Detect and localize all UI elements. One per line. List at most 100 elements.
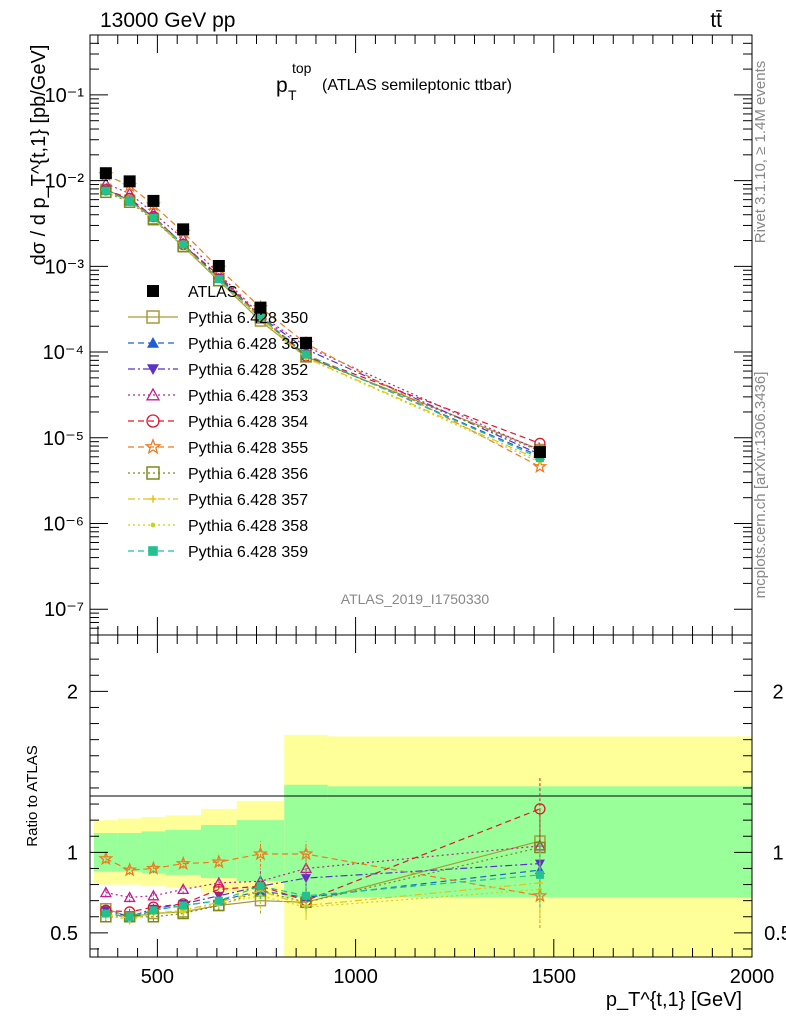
x-tick-label: 1000 [333, 966, 378, 988]
series-352 [100, 185, 545, 460]
legend-entry: Pythia 6.428 359 [128, 544, 308, 561]
legend-entry: Pythia 6.428 352 [128, 362, 308, 379]
ratio-line [105, 845, 540, 899]
legend-marker [148, 546, 158, 556]
series-351 [100, 185, 545, 461]
ratio-y-tick-label: 2 [67, 681, 78, 703]
series-line [105, 188, 541, 451]
atlas-data [99, 167, 546, 459]
ratio-line [105, 888, 540, 921]
chart-title: p [276, 74, 288, 97]
ratio-line [105, 882, 540, 920]
chart-title-rest: (ATLAS semileptonic ttbar) [322, 77, 512, 94]
legend-marker [147, 364, 159, 375]
ratio-point [298, 846, 314, 861]
y-tick-label: 10⁻³ [45, 256, 85, 278]
series-line [105, 174, 541, 468]
legend-marker [145, 387, 161, 401]
chart-title-sup: top [292, 60, 312, 76]
ratio-point [214, 896, 223, 905]
green-band [117, 833, 142, 872]
atlas-point [212, 259, 225, 272]
ratio-point [299, 862, 313, 874]
legend-label: Pythia 6.428 351 [188, 336, 308, 353]
series-358 [103, 189, 542, 465]
main-series-group [98, 166, 548, 473]
series-point [125, 196, 134, 205]
x-tick-label: 500 [141, 966, 174, 988]
ratio-point [302, 891, 311, 900]
ratio-point [147, 889, 160, 901]
ratio-point [125, 912, 134, 921]
ratio-point [213, 883, 225, 896]
ratio-point [98, 850, 114, 866]
legend-marker [146, 310, 160, 324]
x-tick-label: 2000 [730, 966, 775, 988]
series-line [105, 191, 541, 452]
header-right: tt̄ [710, 9, 722, 32]
x-tick-label: 1500 [532, 966, 577, 988]
ratio-line [105, 846, 541, 918]
y-tick-label: 10⁻⁴ [43, 342, 84, 364]
series-point [149, 213, 158, 222]
main-y-axis: 10⁻⁷ 10⁻⁶ 10⁻⁵ 10⁻⁴ 10⁻³ 10⁻² 10⁻¹ [43, 34, 752, 629]
series-point [256, 312, 265, 321]
ratio-frame [89, 634, 753, 958]
ratio-y-tick-label: 1 [67, 842, 78, 864]
legend-entry: Pythia 6.428 356 [128, 466, 308, 483]
ratio-point [534, 803, 546, 815]
green-band [200, 824, 237, 879]
ratio-y-axis: 0.5 0.5 1 1 2 2 [50, 642, 786, 950]
green-band [141, 831, 166, 874]
ratio-y-tick-label-right: 0.5 [764, 923, 786, 945]
legend-marker [149, 495, 157, 503]
atlas-point [123, 175, 136, 188]
atlas-point [147, 194, 160, 207]
ratio-ylabel: Ratio to ATLAS [24, 745, 41, 846]
legend-entry: Pythia 6.428 355 [128, 437, 308, 457]
chart-title-sub: T [288, 87, 297, 103]
series-line [105, 190, 541, 459]
ratio-point [179, 901, 188, 910]
legend-label: Pythia 6.428 353 [188, 388, 308, 405]
atlas-point [533, 446, 546, 459]
ratio-point [211, 854, 227, 869]
ratio-series-359 [101, 842, 544, 922]
legend-label: Pythia 6.428 356 [188, 466, 308, 483]
mcplots-label: mcplots.cern.ch [arXiv:1306.3436] [752, 372, 769, 599]
legend-label: Pythia 6.428 358 [188, 518, 308, 535]
legend-label: Pythia 6.428 350 [188, 310, 308, 327]
ratio-panel: 0.5 0.5 1 1 2 2 500 1000 1500 2000 Ratio to ATLA… [24, 634, 786, 1011]
legend-entry: Pythia 6.428 353 [128, 387, 308, 405]
ratio-xlabel: p_T^{t,1} [GeV] [606, 989, 742, 1011]
series-line [105, 189, 541, 455]
ratio-point [175, 855, 191, 871]
ratio-y-tick-label-right: 1 [772, 842, 783, 864]
ratio-y-tick-label-right: 2 [772, 681, 783, 703]
main-ylabel: dσ / d p_T^{t,1} [pb/GeV] [28, 45, 50, 266]
main-x-ticks [97, 35, 753, 635]
y-tick-label: 10⁻⁶ [43, 513, 84, 535]
ratio-y-tick-label: 0.5 [50, 923, 78, 945]
atlas-point [254, 301, 267, 314]
series-point [179, 240, 188, 249]
ratio-point [535, 870, 544, 879]
ratio-point [99, 886, 112, 898]
legend-marker [147, 337, 159, 348]
header-left: 13000 GeV pp [100, 9, 235, 32]
ratio-x-axis: 500 1000 1500 2000 [97, 635, 775, 988]
y-tick-label: 10⁻² [45, 171, 85, 193]
ratio-point [123, 891, 136, 903]
legend-marker [147, 285, 159, 297]
rivet-label: Rivet 3.1.10, ≥ 1.4M events [752, 61, 769, 244]
ratio-point [149, 906, 158, 915]
legend-label: ATLAS [188, 284, 238, 301]
legend-label: Pythia 6.428 357 [188, 492, 308, 509]
y-tick-label: 10⁻¹ [45, 85, 85, 107]
legend-label: Pythia 6.428 359 [188, 544, 308, 561]
series-point [302, 350, 311, 359]
legend-entry: ATLAS [147, 284, 238, 301]
legend-entry: Pythia 6.428 354 [128, 414, 308, 431]
legend-entry: Pythia 6.428 351 [128, 336, 308, 353]
